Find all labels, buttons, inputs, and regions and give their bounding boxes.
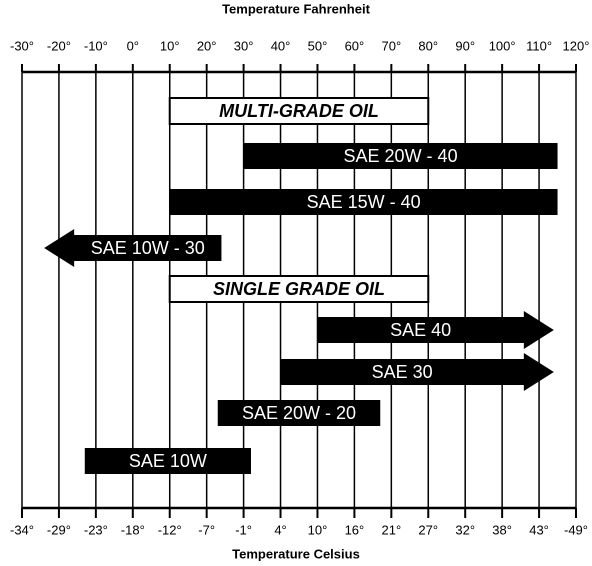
top-tick-label: 60° xyxy=(345,38,365,53)
bottom-tick-label: 38° xyxy=(492,522,512,537)
bar-label: SAE 10W - 30 xyxy=(91,238,205,258)
bottom-tick-label: -34° xyxy=(10,522,34,537)
header-box xyxy=(168,275,430,303)
bottom-tick-label: -18° xyxy=(121,522,145,537)
top-tick-label: 30° xyxy=(234,38,254,53)
top-tick-label: -30° xyxy=(10,38,34,53)
top-tick-label: 80° xyxy=(418,38,438,53)
bar xyxy=(169,189,558,215)
top-tick-label: -10° xyxy=(84,38,108,53)
bottom-tick-label: -1° xyxy=(235,522,252,537)
bar-label: SAE 10W xyxy=(129,451,207,471)
top-tick-label: 70° xyxy=(381,38,401,53)
bottom-tick-label: 4° xyxy=(274,522,286,537)
top-tick-label: 10° xyxy=(160,38,180,53)
top-tick-label: 120° xyxy=(563,38,590,53)
bar-label: SAE 15W - 40 xyxy=(307,192,421,212)
bar xyxy=(243,143,558,169)
bottom-tick-label: -12° xyxy=(158,522,182,537)
top-tick-label: -20° xyxy=(47,38,71,53)
header-box xyxy=(168,97,430,125)
bottom-tick-label: -29° xyxy=(47,522,71,537)
bottom-tick-label: -7° xyxy=(198,522,215,537)
bottom-tick-label: 32° xyxy=(455,522,475,537)
top-axis-title: Temperature Fahrenheit xyxy=(222,1,371,16)
top-tick-label: 0° xyxy=(127,38,139,53)
bottom-tick-label: -23° xyxy=(84,522,108,537)
bottom-tick-label: 16° xyxy=(345,522,365,537)
top-tick-label: 50° xyxy=(308,38,328,53)
arrow-bar xyxy=(317,311,554,349)
bottom-tick-label: 27° xyxy=(418,522,438,537)
bottom-tick-label: -49° xyxy=(564,522,588,537)
top-tick-label: 100° xyxy=(489,38,516,53)
header-label: MULTI-GRADE OIL xyxy=(219,101,379,121)
top-tick-label: 90° xyxy=(455,38,475,53)
bottom-tick-label: 10° xyxy=(308,522,328,537)
arrow-bar xyxy=(44,229,222,267)
header-label: SINGLE GRADE OIL xyxy=(213,279,385,299)
bottom-tick-label: 43° xyxy=(529,522,549,537)
bar xyxy=(84,448,251,474)
bar-label: SAE 20W - 20 xyxy=(242,403,356,423)
bar-label: SAE 30 xyxy=(372,362,433,382)
top-tick-label: 20° xyxy=(197,38,217,53)
bar xyxy=(217,400,381,426)
bottom-axis-title: Temperature Celsius xyxy=(232,546,360,561)
top-tick-label: 110° xyxy=(526,38,552,53)
bar-label: SAE 40 xyxy=(390,320,451,340)
bar-label: SAE 20W - 40 xyxy=(344,146,458,166)
top-tick-label: 40° xyxy=(271,38,291,53)
bottom-tick-label: 21° xyxy=(381,522,401,537)
arrow-bar xyxy=(280,353,554,391)
